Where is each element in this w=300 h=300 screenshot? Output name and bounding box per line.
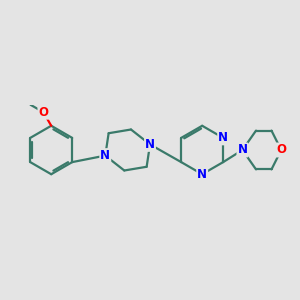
Text: N: N bbox=[145, 138, 155, 151]
Text: N: N bbox=[100, 149, 110, 162]
Text: O: O bbox=[38, 106, 48, 119]
Text: N: N bbox=[237, 143, 248, 157]
Text: N: N bbox=[218, 131, 228, 144]
Text: N: N bbox=[197, 168, 207, 181]
Text: O: O bbox=[276, 143, 286, 157]
